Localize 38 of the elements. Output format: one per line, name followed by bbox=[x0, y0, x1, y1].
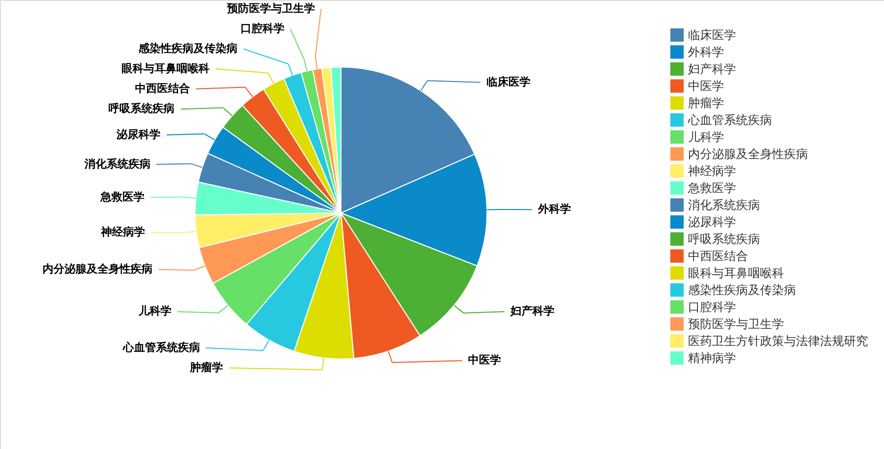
slice-label: 口腔科学 bbox=[240, 22, 284, 35]
slice-label: 预防医学与卫生学 bbox=[226, 2, 315, 15]
legend-label: 妇产科学 bbox=[688, 62, 736, 76]
legend-label: 消化系统疾病 bbox=[688, 198, 760, 212]
slice-label: 呼吸系统疾病 bbox=[108, 102, 175, 116]
legend-label: 泌尿科学 bbox=[688, 215, 736, 229]
legend-label: 精神病学 bbox=[688, 351, 736, 365]
slice-label: 妇产科学 bbox=[510, 304, 555, 318]
slice-label: 肿瘤学 bbox=[189, 360, 224, 374]
slice-label: 眼科与耳鼻咽喉科 bbox=[122, 62, 210, 75]
slice-label: 急救医学 bbox=[100, 190, 145, 204]
slice-label: 感染性疾病及传染病 bbox=[137, 42, 238, 55]
legend-label: 临床医学 bbox=[688, 28, 736, 42]
legend-label: 儿科学 bbox=[688, 130, 724, 144]
slice-label: 儿科学 bbox=[137, 304, 172, 318]
slice-label: 泌尿科学 bbox=[116, 128, 161, 141]
slice-label: 外科学 bbox=[536, 202, 571, 216]
legend-label: 医药卫生方针政策与法律法规研究 bbox=[688, 334, 868, 348]
legend-label: 呼吸系统疾病 bbox=[688, 232, 760, 246]
legend-label: 急救医学 bbox=[687, 181, 736, 195]
legend-label: 外科学 bbox=[688, 45, 724, 59]
legend-label: 中医学 bbox=[688, 79, 724, 93]
legend-label: 口腔科学 bbox=[688, 300, 736, 314]
slice-label: 临床医学 bbox=[486, 75, 530, 88]
legend-label: 神经病学 bbox=[688, 164, 736, 178]
slice-label: 内分泌腺及全身性疾病 bbox=[42, 262, 153, 276]
legend-label: 内分泌腺及全身性疾病 bbox=[688, 147, 808, 161]
legend-label: 预防医学与卫生学 bbox=[688, 317, 784, 331]
slice-label: 神经病学 bbox=[100, 226, 146, 239]
slice-label: 心血管系统疾病 bbox=[122, 340, 200, 354]
legend-label: 中西医结合 bbox=[688, 249, 748, 263]
slice-label: 中西医结合 bbox=[134, 82, 191, 95]
legend-label: 心血管系统疾病 bbox=[687, 113, 772, 127]
slice-label: 中医学 bbox=[468, 354, 502, 367]
legend-label: 眼科与耳鼻咽喉科 bbox=[688, 266, 784, 280]
slice-label: 消化系统疾病 bbox=[83, 157, 150, 170]
legend-label: 肿瘤学 bbox=[688, 96, 724, 110]
legend-label: 感染性疾病及传染病 bbox=[688, 283, 796, 297]
